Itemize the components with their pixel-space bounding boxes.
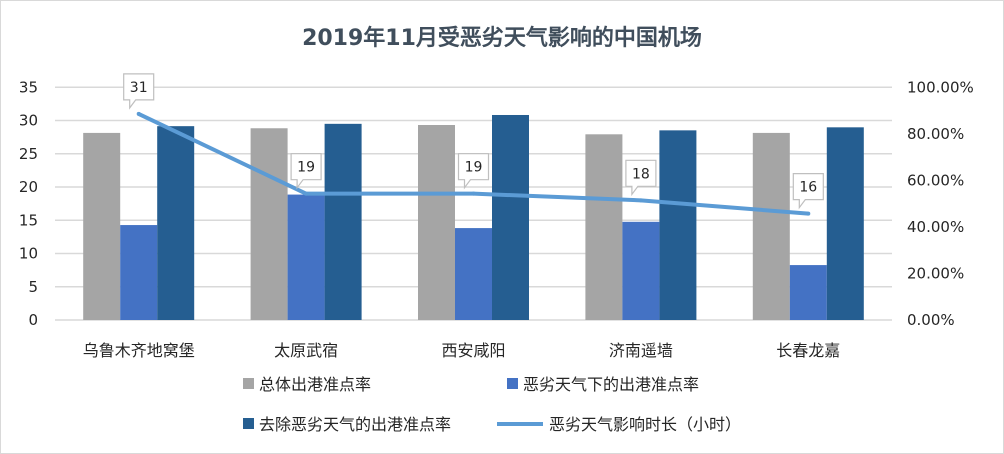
right-axis-tick-label: 80.00% xyxy=(907,125,964,143)
legend-swatch xyxy=(507,378,518,389)
left-axis-tick-label: 20 xyxy=(19,178,38,196)
right-axis-tick-label: 100.00% xyxy=(907,78,974,96)
category-label: 乌鲁木齐地窝堡 xyxy=(83,341,195,360)
category-label: 长春龙嘉 xyxy=(776,341,840,360)
bar xyxy=(287,194,325,320)
bar xyxy=(659,130,697,320)
data-label: 31 xyxy=(130,80,148,96)
left-axis-tick-label: 35 xyxy=(19,78,38,96)
right-axis-tick-label: 20.00% xyxy=(907,264,964,282)
bar xyxy=(324,123,362,321)
line-point xyxy=(638,198,643,203)
line-point xyxy=(136,111,141,116)
data-label: 18 xyxy=(632,166,650,182)
data-label-callout xyxy=(290,153,322,190)
bar xyxy=(826,127,864,320)
legend-swatch xyxy=(243,418,254,429)
bar xyxy=(752,132,790,320)
data-label: 16 xyxy=(799,180,817,196)
data-label: 19 xyxy=(465,160,483,176)
data-label: 19 xyxy=(297,160,315,176)
legend-label: 去除恶劣天气的出港准点率 xyxy=(259,415,451,434)
bar xyxy=(622,221,660,320)
right-axis-tick-label: 60.00% xyxy=(907,171,964,189)
bar xyxy=(492,114,529,320)
bar xyxy=(250,128,288,320)
data-label-callout xyxy=(457,153,490,190)
legend-label: 总体出港准点率 xyxy=(259,375,371,394)
left-axis-tick-label: 30 xyxy=(19,112,38,130)
line-point xyxy=(806,211,811,216)
bar xyxy=(455,228,492,320)
chart-title: 2019年11月受恶劣天气影响的中国机场 xyxy=(302,25,702,51)
bar xyxy=(83,132,121,320)
legend-swatch xyxy=(243,378,254,389)
line-point xyxy=(304,191,309,196)
left-axis-tick-label: 0 xyxy=(28,311,38,329)
left-axis-tick-label: 15 xyxy=(19,211,38,229)
data-label-callout xyxy=(123,73,155,110)
legend-label: 恶劣天气影响时长（小时） xyxy=(549,415,741,434)
bar xyxy=(789,265,827,320)
bar xyxy=(120,225,158,320)
legend-label: 恶劣天气下的出港准点率 xyxy=(523,375,699,394)
left-axis-tick-label: 25 xyxy=(19,145,38,163)
bar xyxy=(585,134,623,320)
category-label: 西安咸阳 xyxy=(441,341,505,360)
bar xyxy=(157,126,195,321)
left-axis-tick-label: 5 xyxy=(28,278,38,296)
line-point xyxy=(471,191,476,196)
category-label: 太原武宿 xyxy=(274,341,338,360)
category-label: 济南遥墙 xyxy=(609,341,673,360)
data-label-callout xyxy=(625,159,657,197)
right-axis-tick-label: 0.00% xyxy=(907,311,955,329)
right-axis-tick-label: 40.00% xyxy=(907,218,964,236)
bar xyxy=(418,124,455,320)
data-label-callout xyxy=(792,173,824,210)
left-axis-tick-label: 10 xyxy=(19,245,38,263)
